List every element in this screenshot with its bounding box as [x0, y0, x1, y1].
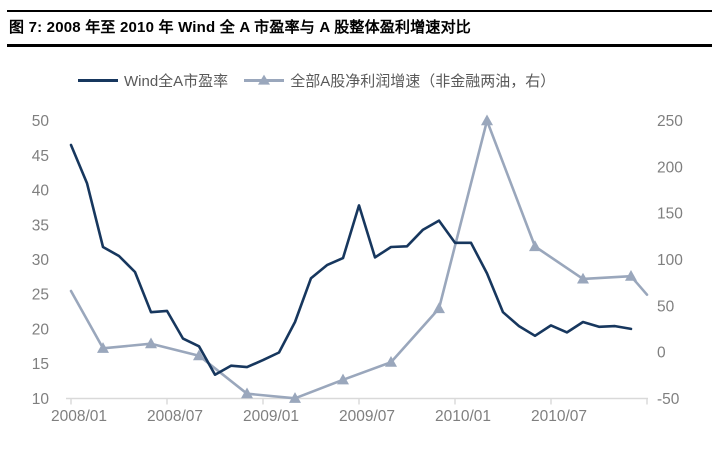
triangle-data-marker [577, 272, 589, 284]
right-axis-tick-label: 200 [657, 159, 683, 176]
triangle-data-marker [97, 342, 109, 353]
right-axis-tick-label: 0 [657, 345, 666, 362]
triangle-data-marker [625, 270, 637, 281]
left-axis-tick-label: 35 [32, 217, 49, 234]
left-axis-tick-label: 25 [32, 287, 49, 304]
left-axis-tick-label: 50 [32, 113, 50, 130]
right-axis-tick-label: 50 [657, 298, 675, 315]
pe-line-swatch-icon [78, 78, 118, 82]
x-axis-tick-label: 2008/07 [147, 408, 203, 425]
triangle-data-marker [385, 356, 397, 367]
legend-item-pe-ratio: Wind全A市盈率 [78, 70, 228, 91]
left-axis-tick-label: 15 [32, 356, 49, 373]
chart-legend: Wind全A市盈率 全部A股净利润增速（非金融两油，右） [78, 68, 555, 92]
x-axis-tick-label: 2010/01 [435, 408, 491, 425]
left-axis-tick-label: 40 [32, 183, 50, 200]
right-axis-tick-label: 250 [657, 113, 683, 130]
x-axis-tick-label: 2009/07 [339, 408, 395, 425]
triangle-data-marker [145, 337, 157, 349]
triangle-data-marker [433, 302, 445, 314]
triangle-data-marker [241, 387, 253, 399]
triangle-data-marker [337, 373, 349, 385]
triangle-marker-icon [258, 74, 271, 85]
left-axis-tick-label: 10 [32, 391, 50, 408]
legend-label-pe-ratio: Wind全A市盈率 [124, 72, 229, 90]
triangle-data-marker [481, 114, 493, 126]
title-bottom-rule [7, 44, 712, 47]
right-axis-tick-label: 150 [657, 206, 683, 223]
left-axis-tick-label: 30 [32, 252, 50, 269]
right-axis-tick-label: -50 [657, 391, 680, 408]
x-axis-tick-label: 2008/01 [51, 408, 107, 425]
legend-label-profit-growth: 全部A股净利润增速（非金融两油，右） [290, 72, 556, 90]
right-axis-tick-label: 100 [657, 252, 683, 269]
left-axis-tick-label: 20 [32, 321, 50, 338]
profit-growth-line [69, 119, 649, 400]
x-axis-tick-label: 2010/07 [531, 408, 587, 425]
triangle-data-marker [529, 240, 541, 252]
title-top-rule [7, 10, 712, 12]
x-axis-tick-label: 2009/01 [243, 408, 299, 425]
left-axis-tick-label: 45 [32, 148, 49, 165]
legend-item-profit-growth: 全部A股净利润增速（非金融两油，右） [244, 70, 555, 91]
triangle-data-marker [193, 349, 205, 361]
growth-line-swatch-icon [244, 74, 285, 85]
pe-ratio-line [69, 143, 633, 377]
figure-title: 图 7: 2008 年至 2010 年 Wind 全 A 市盈率与 A 股整体盈… [9, 19, 471, 36]
triangle-data-marker [289, 392, 301, 403]
